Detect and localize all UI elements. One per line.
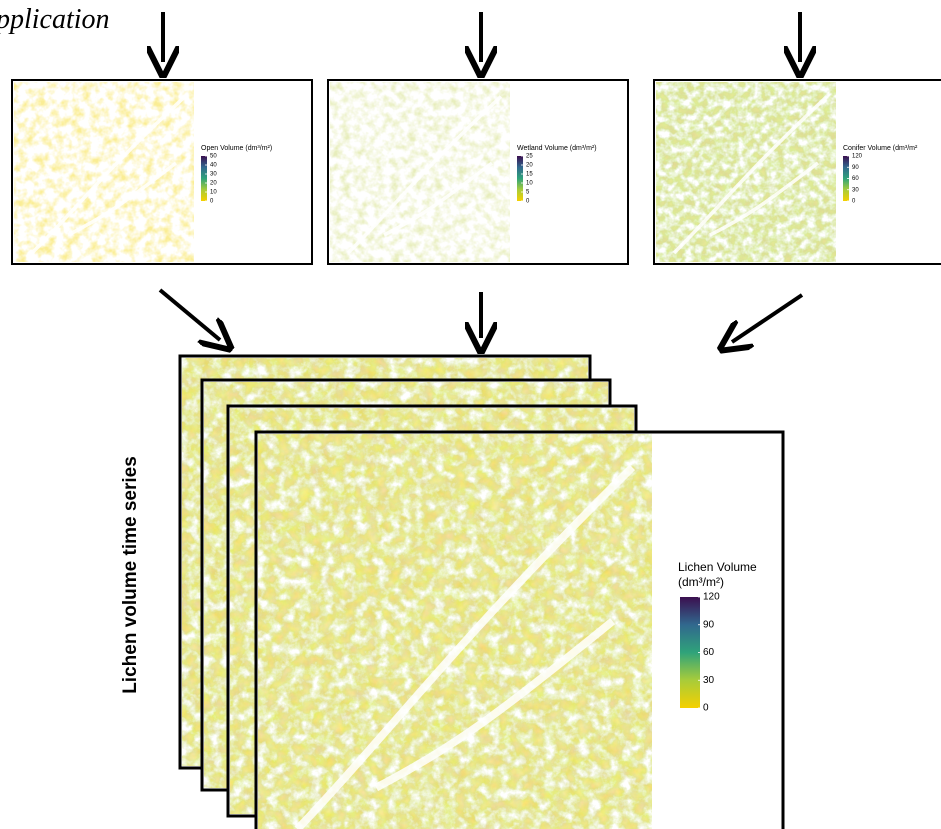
colorbar (680, 597, 700, 708)
colorbar-label: 60 (852, 176, 859, 182)
figure: pplication Open Volume (dm³/m²) 50 40 30 20 1… (0, 0, 941, 829)
colorbar (517, 156, 523, 201)
colorbar-label: 25 (526, 154, 533, 160)
legend-title: (dm³/m²) (678, 575, 724, 589)
legend-title: Lichen Volume (678, 560, 757, 574)
lichen-stack: Lichen Volume(dm³/m²) 120 90 60 30 0 (180, 356, 783, 829)
colorbar-label: 90 (852, 165, 859, 171)
colorbar-label: 15 (526, 172, 533, 178)
colorbar-label: 30 (852, 187, 859, 193)
colorbar-label: 90 (703, 619, 715, 630)
map-texture (258, 434, 652, 829)
colorbar-label: 10 (526, 181, 533, 187)
colorbar-label: 60 (703, 647, 715, 658)
colorbar-label: 0 (703, 703, 709, 714)
heading: pplication (0, 4, 110, 35)
legend-title: Open Volume (dm³/m²) (201, 145, 272, 152)
arrow (160, 290, 220, 340)
colorbar-label: 30 (703, 675, 715, 686)
colorbar-label: 10 (210, 190, 217, 196)
colorbar-label: 20 (526, 163, 533, 169)
colorbar-label: 20 (210, 181, 217, 187)
colorbar-label: 50 (210, 154, 217, 160)
side-label: Lichen volume time series (120, 456, 141, 694)
colorbar-label: 120 (703, 592, 720, 603)
arrow (732, 295, 802, 342)
legend-title: Conifer Volume (dm³/m² (843, 145, 918, 152)
legend-title: Wetland Volume (dm³/m²) (517, 145, 597, 152)
lichen-frame (256, 432, 783, 829)
colorbar-label: 40 (210, 163, 217, 169)
colorbar (201, 156, 207, 201)
colorbar-label: 120 (852, 154, 863, 160)
colorbar-label: 30 (210, 172, 217, 178)
